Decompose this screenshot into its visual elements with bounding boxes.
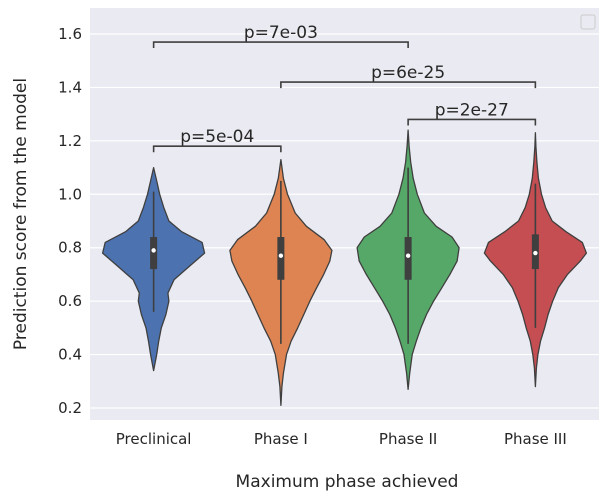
significance-bracket: p=6e-25 [280,63,537,89]
y-tick-label: 1.0 [58,185,82,203]
significance-bracket: p=7e-03 [152,23,409,49]
y-tick-label: 0.6 [58,292,82,310]
x-tick-labels: Preclinical Phase I Phase II Phase III [116,430,567,448]
violin-iqr-box [150,237,158,270]
y-tick-label: 0.8 [58,239,82,257]
y-tick-label: 0.4 [58,346,82,364]
p-value-label: p=7e-03 [244,23,318,43]
plot-background [90,8,599,420]
bracket-line [152,145,282,153]
bracket-line [280,81,537,89]
violin-phase-i [229,158,333,406]
y-tick-label: 1.2 [58,132,82,150]
violin-median-point [278,253,284,258]
x-axis-label: Maximum phase achieved [236,472,459,491]
violin-iqr-box [404,237,412,280]
y-axis-label: Prediction score from the model [11,78,31,350]
violin-median-point [405,253,411,258]
violin-phase-ii [356,129,460,390]
x-tick-label: Phase II [379,430,437,448]
violin-median-point [533,250,538,256]
y-tick-labels: 0.2 0.4 0.6 0.8 1.0 1.2 1.4 1.6 [58,25,82,417]
p-value-label: p=2e-27 [435,100,509,120]
bracket-line [407,118,537,126]
legend-box [580,14,596,30]
p-value-label: p=5e-04 [180,127,254,147]
significance-bracket: p=2e-27 [407,100,537,126]
y-tick-label: 1.6 [58,25,82,43]
y-tick-label: 1.4 [58,78,82,96]
p-value-label: p=6e-25 [371,63,445,83]
y-tick-label: 0.2 [58,399,82,417]
significance-bracket: p=5e-04 [152,127,282,153]
violin-preclinical [101,166,206,372]
violin-phase-iii [483,132,588,388]
violin-iqr-box [277,237,285,280]
violin-median-point [151,248,156,253]
significance-annotations: p=7e-03 p=6e-25 p=2e-27 p=5e-04 [152,23,537,153]
x-tick-label: Phase I [254,430,308,448]
x-tick-label: Preclinical [116,430,192,448]
violins [101,129,588,406]
bracket-line [152,41,409,49]
x-tick-label: Phase III [504,430,567,448]
